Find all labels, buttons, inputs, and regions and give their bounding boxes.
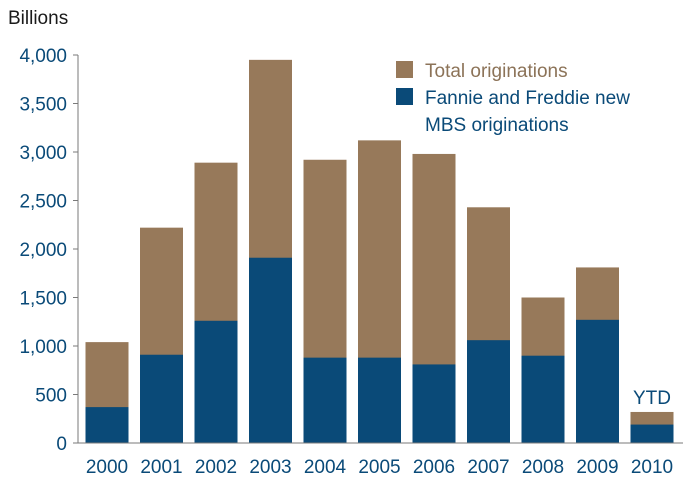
legend-label-fannie-line1: Fannie and Freddie new [425, 88, 630, 109]
legend-label-fannie-line2: MBS originations [425, 115, 569, 136]
x-tick-label: 2003 [249, 457, 291, 478]
x-tick-label: 2007 [467, 457, 509, 478]
x-tick-label: 2002 [195, 457, 237, 478]
bar-fannie-freddie [521, 355, 565, 443]
x-tick-label: 2004 [304, 457, 347, 478]
x-tick-label: 2010 [631, 457, 673, 478]
y-tick-label: 1,000 [19, 337, 67, 358]
y-tick-label: 4,000 [19, 46, 67, 67]
bars [85, 59, 674, 444]
bar-fannie-freddie [249, 257, 292, 443]
legend-swatch-total [396, 61, 413, 78]
y-tick-label: 2,000 [19, 240, 67, 261]
legend-label-total: Total originations [425, 61, 568, 82]
x-tick-label: 2000 [86, 457, 128, 478]
bar-fannie-freddie [303, 357, 347, 443]
legend-swatch-fannie [396, 88, 413, 105]
x-tick-label: 2005 [358, 457, 400, 478]
x-tick-label: 2008 [522, 457, 564, 478]
bar-fannie-freddie [140, 354, 183, 443]
x-tick-label: 2006 [413, 457, 455, 478]
annotation-ytd: YTD [633, 388, 671, 409]
bar-fannie-freddie [194, 320, 238, 443]
y-tick-label: 500 [35, 386, 67, 407]
y-tick-label: 1,500 [19, 289, 67, 310]
bar-fannie-freddie [576, 319, 619, 443]
x-axis: 2000 2001 2002 2003 2004 2005 2006 2007 2008 2009… [78, 442, 683, 478]
annotations: YTD [633, 388, 671, 409]
y-tick-label: 2,500 [19, 192, 67, 213]
unit-label: Billions [8, 8, 68, 29]
legend: Total originations Fannie and Freddie ne… [396, 61, 630, 136]
bar-fannie-freddie [358, 357, 401, 443]
bar-fannie-freddie [630, 424, 674, 443]
bar-fannie-freddie [85, 407, 129, 443]
x-tick-label: 2001 [140, 457, 182, 478]
y-tick-label: 3,000 [19, 143, 67, 164]
bar-fannie-freddie [412, 364, 456, 443]
x-tick-label: 2009 [576, 457, 618, 478]
bar-fannie-freddie [467, 340, 510, 443]
y-tick-label: 0 [56, 434, 67, 455]
y-axis: 0 500 1,000 1,500 2,000 2,500 3,000 3,500 4,000 [19, 46, 79, 455]
y-tick-label: 3,500 [19, 95, 67, 116]
